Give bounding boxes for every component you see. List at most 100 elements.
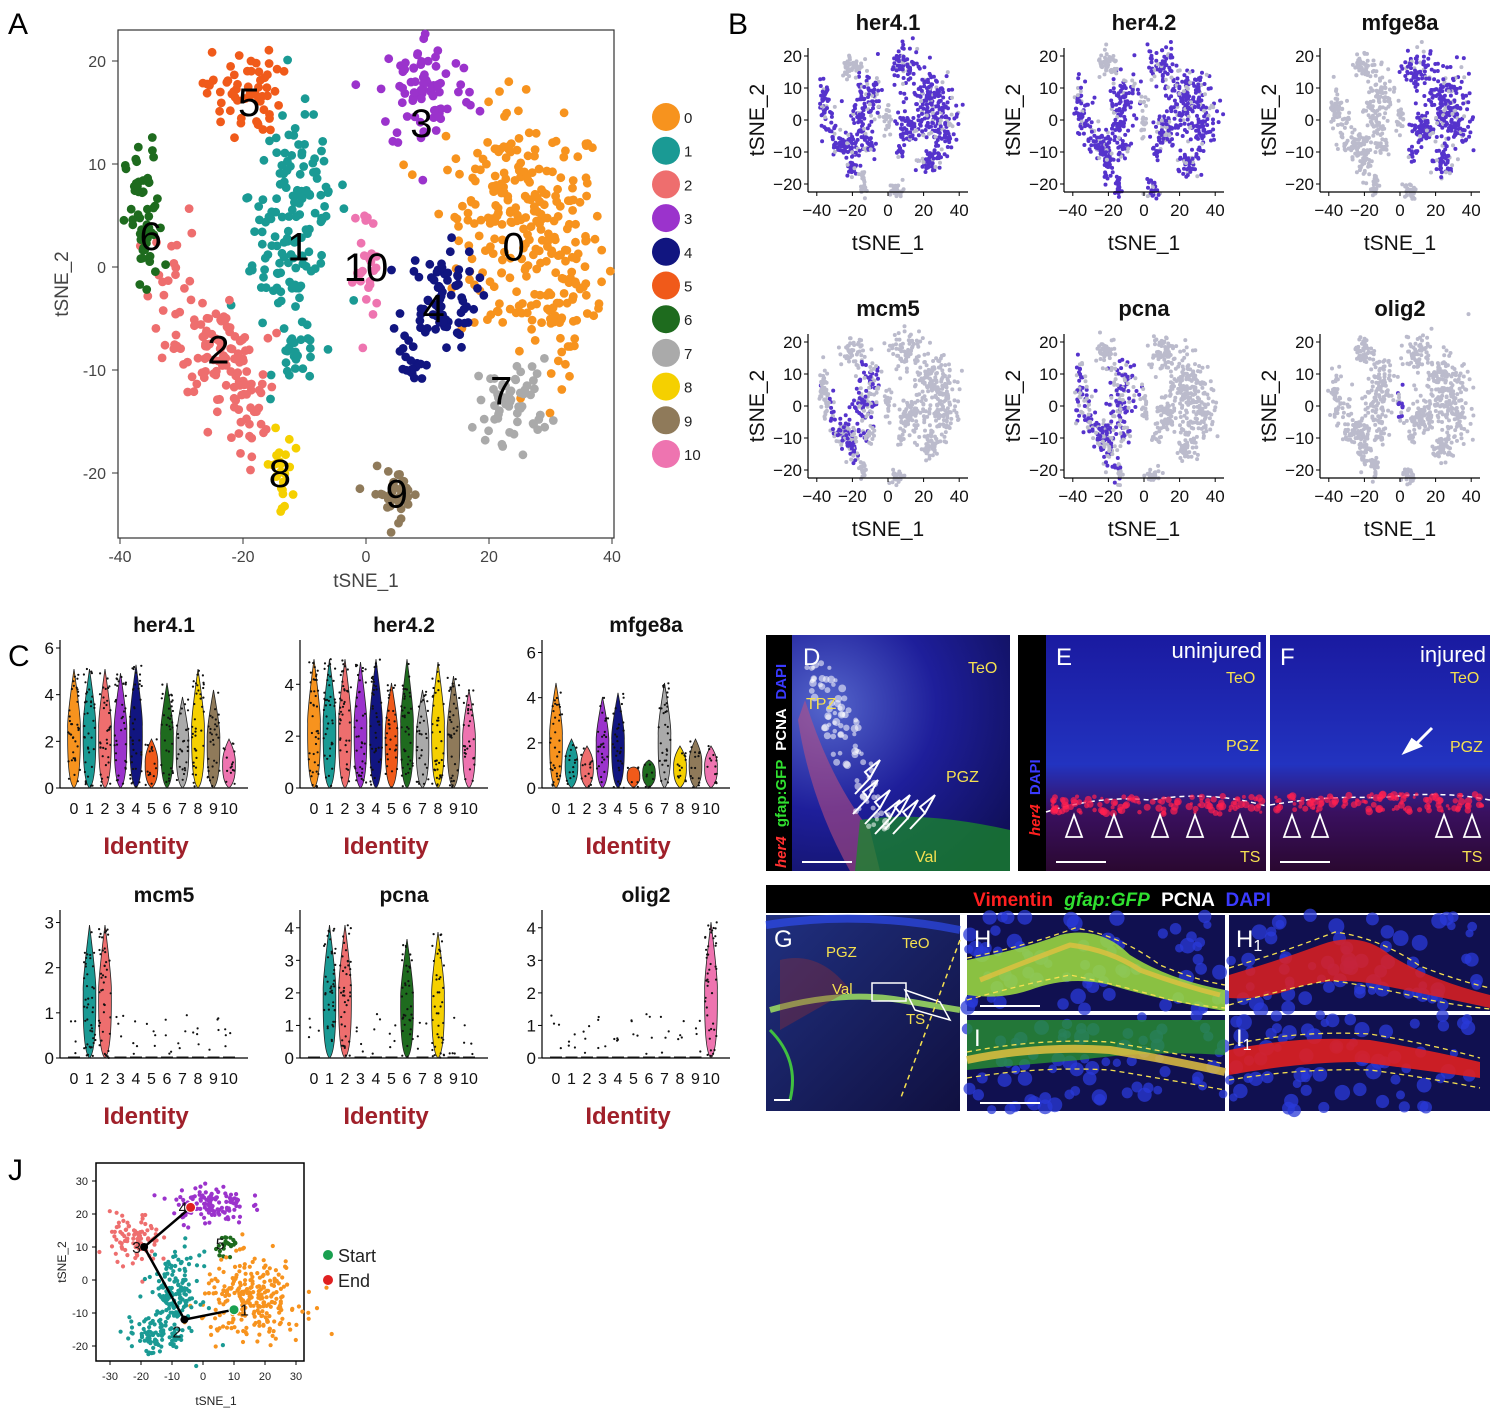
expr-point bbox=[1127, 396, 1132, 401]
cell-point bbox=[527, 315, 537, 325]
expr-point bbox=[1455, 157, 1460, 162]
cell-point bbox=[451, 59, 461, 68]
expr-point bbox=[897, 407, 902, 412]
expr-point bbox=[904, 421, 908, 426]
cell-point bbox=[351, 213, 360, 223]
cell-point bbox=[257, 239, 267, 249]
expr-point bbox=[862, 375, 867, 380]
expr-point bbox=[853, 150, 858, 155]
expr-point bbox=[1128, 434, 1133, 439]
expr-point bbox=[1100, 65, 1105, 70]
expr-point bbox=[1184, 377, 1189, 382]
expr-point bbox=[875, 368, 880, 373]
expr-point bbox=[1168, 40, 1173, 44]
cell-point bbox=[389, 324, 399, 333]
cell-point bbox=[256, 388, 266, 398]
cell-point bbox=[469, 318, 479, 327]
expr-point bbox=[1172, 429, 1177, 434]
cell-point bbox=[258, 370, 268, 379]
expr-point bbox=[924, 135, 929, 140]
cell-point bbox=[530, 189, 540, 199]
expr-point bbox=[892, 403, 897, 408]
expr-point bbox=[1112, 414, 1117, 419]
expr-point bbox=[1178, 156, 1183, 161]
cell-point bbox=[500, 247, 509, 257]
expr-point bbox=[1081, 430, 1086, 435]
expr-point bbox=[1365, 58, 1370, 63]
expr-point bbox=[1126, 146, 1131, 151]
cell-point bbox=[246, 465, 255, 475]
expr-point bbox=[857, 116, 862, 121]
expr-point bbox=[1090, 428, 1095, 433]
expr-point bbox=[1192, 385, 1197, 389]
expr-point bbox=[918, 410, 923, 415]
legend-swatch bbox=[652, 170, 680, 199]
expr-point bbox=[1426, 56, 1431, 61]
expr-point bbox=[1335, 147, 1340, 151]
cluster-label: 9 bbox=[386, 473, 408, 517]
expr-point bbox=[1137, 392, 1142, 397]
expr-point bbox=[850, 402, 855, 407]
expr-point bbox=[926, 389, 931, 394]
cell-point bbox=[578, 282, 588, 292]
x-axis-label: tSNE_1 bbox=[1364, 232, 1436, 255]
expr-point bbox=[937, 165, 942, 170]
expr-point bbox=[1366, 79, 1371, 84]
cell-point bbox=[416, 85, 426, 95]
cell-point bbox=[147, 133, 157, 142]
expr-point bbox=[914, 128, 919, 133]
y-axis-label: tSNE_2 bbox=[746, 84, 769, 156]
expr-point bbox=[1363, 150, 1368, 155]
expr-point bbox=[1369, 140, 1373, 145]
expr-point bbox=[901, 398, 906, 403]
expr-point bbox=[1443, 123, 1448, 128]
expr-point bbox=[1178, 423, 1182, 428]
expr-point bbox=[1213, 405, 1218, 410]
expr-point bbox=[1084, 393, 1089, 398]
cell-point bbox=[454, 279, 463, 289]
expr-point bbox=[944, 395, 949, 400]
cell-point bbox=[431, 126, 441, 135]
cell-point bbox=[187, 372, 197, 382]
expr-point bbox=[1119, 110, 1124, 115]
cell-point bbox=[567, 267, 577, 277]
expr-point bbox=[943, 430, 948, 435]
expr-point bbox=[850, 154, 854, 159]
cell-point bbox=[479, 291, 489, 300]
expr-point bbox=[1169, 385, 1174, 390]
cell-point bbox=[590, 234, 600, 244]
cell-point bbox=[456, 80, 466, 89]
expr-point bbox=[942, 152, 947, 157]
expr-point bbox=[1406, 155, 1411, 160]
expr-point bbox=[1178, 430, 1183, 435]
expr-point bbox=[1451, 123, 1456, 128]
x-tick-label: -20 bbox=[231, 549, 254, 566]
expr-point bbox=[1116, 152, 1121, 157]
expr-point bbox=[1363, 158, 1368, 163]
expr-point bbox=[911, 408, 916, 413]
cell-point bbox=[300, 110, 310, 119]
expr-point bbox=[857, 148, 862, 153]
cell-point bbox=[351, 80, 361, 90]
expr-point bbox=[894, 483, 899, 488]
expr-point bbox=[1410, 144, 1414, 149]
expr-point bbox=[1383, 111, 1388, 116]
expr-point bbox=[934, 451, 939, 456]
cell-point bbox=[490, 171, 500, 181]
legend-swatch bbox=[652, 136, 680, 165]
expr-point bbox=[1178, 378, 1183, 383]
expr-point bbox=[829, 405, 834, 410]
expr-point bbox=[1212, 137, 1216, 142]
expr-point bbox=[1194, 78, 1199, 82]
expr-point bbox=[901, 437, 906, 441]
expr-point bbox=[1131, 385, 1136, 389]
expr-point bbox=[869, 347, 874, 352]
expr-point bbox=[939, 379, 944, 384]
cell-point bbox=[261, 425, 271, 434]
x-axis-label: tSNE_1 bbox=[852, 232, 924, 255]
expr-point bbox=[1471, 148, 1476, 153]
expr-point bbox=[849, 457, 854, 462]
expr-point bbox=[938, 98, 943, 103]
